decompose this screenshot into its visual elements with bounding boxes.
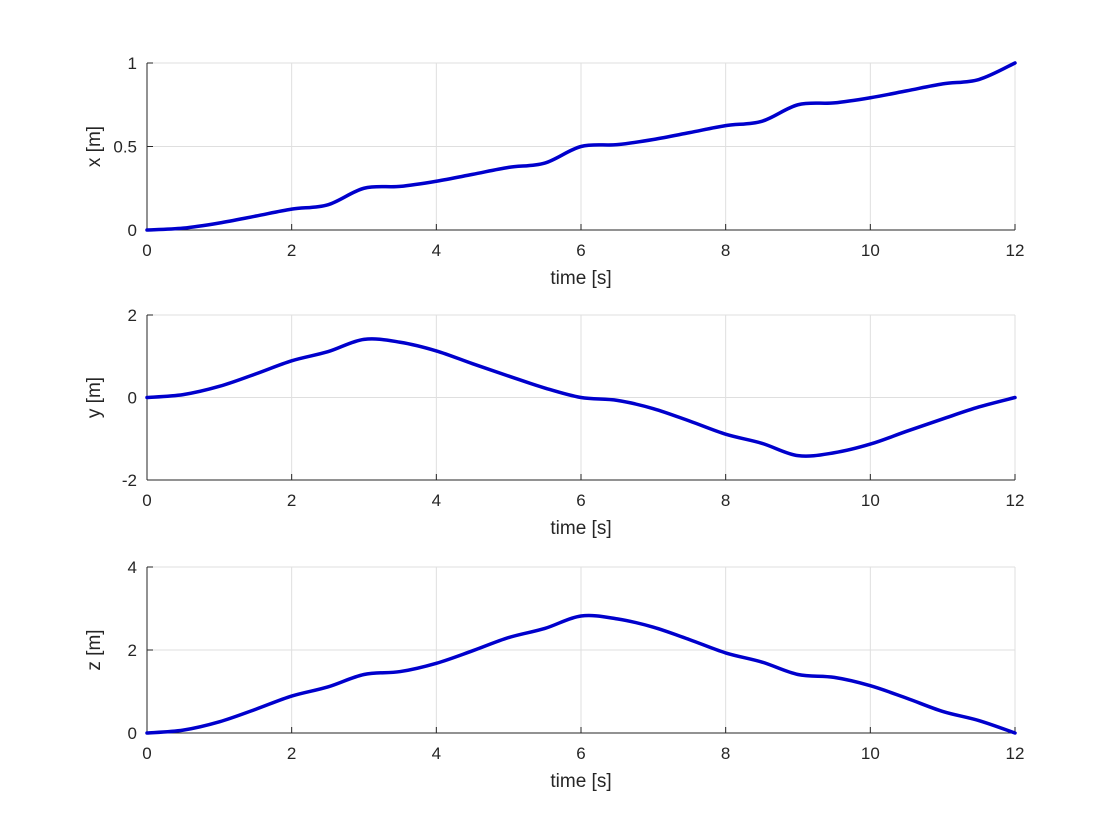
subplot-2: 0 2 4 6 8 10 12 -2 0 2 time [s] y [m] <box>84 306 1024 539</box>
x-tick-label: 10 <box>861 744 880 763</box>
subplot-3: 0 2 4 6 8 10 12 0 2 4 time [s] z [m] <box>84 558 1024 792</box>
x-axis-label: time [s] <box>550 771 611 792</box>
y-tick-label: 0.5 <box>113 138 137 157</box>
y-tick-label: 0 <box>128 221 137 240</box>
subplot-1: 0 2 4 6 8 10 12 0 0.5 1 time [s] x [m] <box>84 54 1024 289</box>
y-axis-label: z [m] <box>84 629 105 670</box>
series-line <box>145 61 1017 232</box>
x-tick-label: 2 <box>287 744 296 763</box>
x-tick-label: 4 <box>432 241 441 260</box>
x-tick-label: 6 <box>576 241 585 260</box>
series-line <box>145 613 1017 735</box>
y-tick-label: 1 <box>128 54 137 73</box>
x-tick-label: 0 <box>142 744 151 763</box>
x-tick-label: 0 <box>142 491 151 510</box>
x-tick-label: 6 <box>576 491 585 510</box>
y-tick-label: 0 <box>128 724 137 743</box>
x-tick-label: 12 <box>1006 241 1025 260</box>
x-tick-label: 8 <box>721 491 730 510</box>
y-tick-label: 0 <box>128 389 137 408</box>
x-tick-label: 4 <box>432 491 441 510</box>
y-tick-label: 2 <box>128 306 137 325</box>
y-axis-label: y [m] <box>84 377 105 418</box>
x-tick-label: 12 <box>1006 491 1025 510</box>
y-axis-label: x [m] <box>84 126 105 167</box>
x-tick-label: 10 <box>861 241 880 260</box>
x-tick-label: 10 <box>861 491 880 510</box>
x-tick-label: 2 <box>287 241 296 260</box>
x-tick-label: 4 <box>432 744 441 763</box>
x-tick-label: 0 <box>142 241 151 260</box>
x-tick-label: 8 <box>721 241 730 260</box>
x-tick-label: 2 <box>287 491 296 510</box>
y-tick-label: -2 <box>122 471 137 490</box>
x-tick-label: 6 <box>576 744 585 763</box>
series-line <box>145 337 1017 458</box>
x-tick-label: 8 <box>721 744 730 763</box>
x-tick-label: 12 <box>1006 744 1025 763</box>
y-tick-label: 2 <box>128 641 137 660</box>
y-tick-label: 4 <box>128 558 137 577</box>
x-axis-label: time [s] <box>550 518 611 539</box>
x-axis-label: time [s] <box>550 268 611 289</box>
